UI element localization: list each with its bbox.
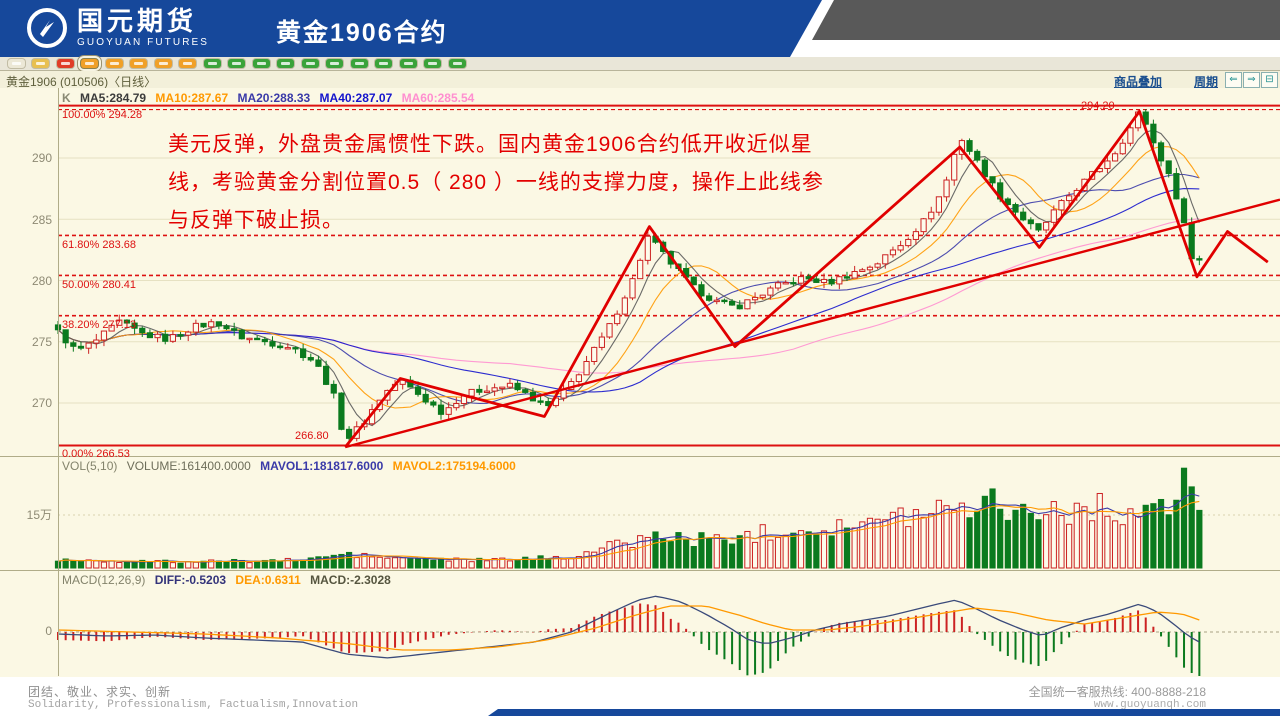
scroll-left-button[interactable]: ⇐ bbox=[1225, 72, 1242, 88]
dea-value: DEA:0.6311 bbox=[235, 573, 301, 587]
motto-en: Solidarity, Professionalism, Factualism,… bbox=[28, 699, 359, 711]
swing-high-mark: 294.20 bbox=[1081, 100, 1115, 112]
tool-green-10-icon[interactable] bbox=[424, 59, 441, 68]
overlay-link[interactable]: 商品叠加 bbox=[1113, 75, 1162, 89]
y-axis-divider bbox=[58, 88, 59, 676]
motto-cn: 团结、敬业、求实、创新 bbox=[28, 685, 172, 699]
scroll-right-button[interactable]: ⇒ bbox=[1243, 72, 1260, 88]
fib-label-0: 0.00% 266.53 bbox=[62, 448, 130, 460]
link-icon[interactable] bbox=[7, 59, 25, 68]
guoyuan-logo-icon bbox=[27, 8, 67, 48]
ma40-value: MA40:287.07 bbox=[319, 91, 393, 105]
hotline: 全国统一客服热线: 400-8888-218 bbox=[1028, 685, 1206, 699]
fib-label-382: 38.20% 277.13 bbox=[62, 319, 137, 331]
compress-button[interactable]: ⊟ bbox=[1261, 72, 1278, 88]
annotation-line-1: 美元反弹，外盘贵金属惯性下跌。国内黄金1906合约低开收近似星 bbox=[168, 133, 813, 156]
footer-blue-strip bbox=[488, 709, 1280, 716]
fib-label-500: 50.00% 280.41 bbox=[62, 279, 137, 291]
kline-indicator-header: K MA5:284.79 MA10:287.67 MA20:288.33 MA4… bbox=[62, 91, 480, 105]
volume-chart[interactable] bbox=[0, 456, 1280, 570]
header-banner: 国元期货 GUOYUAN FUTURES 黄金1906合约 bbox=[0, 0, 1280, 57]
tool-green-6-icon[interactable] bbox=[326, 59, 343, 68]
brand-name-cn: 国元期货 bbox=[77, 6, 198, 36]
diff-value: DIFF:-0.5203 bbox=[154, 573, 227, 587]
brand-name-en: GUOYUAN FUTURES bbox=[77, 37, 210, 48]
header-gray-band bbox=[812, 0, 1280, 40]
chart-title-bar: 黄金1906 (010506)〈日线〉 商品叠加 周期 ⇐ ⇒ ⊟ bbox=[0, 71, 1280, 89]
tool-orange-2-icon[interactable] bbox=[130, 59, 147, 68]
palette-icon[interactable] bbox=[32, 59, 49, 68]
candlestick-chart[interactable] bbox=[0, 88, 1280, 456]
volume-axis-tick: 15万 bbox=[26, 508, 52, 522]
macd-axis-tick: 0 bbox=[45, 624, 52, 638]
period-link[interactable]: 周期 bbox=[1193, 75, 1218, 89]
tool-orange-3-icon[interactable] bbox=[154, 59, 172, 68]
tool-orange-4-icon[interactable] bbox=[179, 59, 196, 68]
price-tick-285: 285 bbox=[31, 213, 52, 227]
brand-logo: 国元期货 GUOYUAN FUTURES bbox=[26, 7, 209, 49]
mavol2-value: MAVOL2:175194.6000 bbox=[392, 459, 516, 473]
volume-indicator-header: VOL(5,10) VOLUME:161400.0000 MAVOL1:1818… bbox=[62, 459, 522, 473]
fib-label-100: 100.00% 294.28 bbox=[62, 109, 143, 121]
ma20-value: MA20:288.33 bbox=[237, 91, 311, 105]
k-label: K bbox=[62, 91, 71, 105]
quote-icon[interactable] bbox=[56, 59, 74, 68]
tool-green-5-icon[interactable] bbox=[301, 59, 319, 68]
macd-value: MACD:-2.3028 bbox=[310, 573, 391, 587]
tool-green-1-icon[interactable] bbox=[203, 59, 221, 68]
annotation-line-2: 线，考验黄金分割位置0.5（ 280 ）一线的支撑力度，操作上此线参 bbox=[168, 171, 824, 194]
tool-green-9-icon[interactable] bbox=[399, 59, 417, 68]
ma10-value: MA10:287.67 bbox=[155, 91, 229, 105]
swing-low-mark: 266.80 bbox=[295, 430, 329, 442]
tool-green-3-icon[interactable] bbox=[252, 59, 270, 68]
vol-value: VOLUME:161400.0000 bbox=[126, 459, 251, 473]
annotation-line-3: 与反弹下破止损。 bbox=[168, 209, 344, 232]
price-tick-270: 270 bbox=[31, 396, 52, 410]
tool-green-8-icon[interactable] bbox=[375, 59, 392, 68]
price-tick-275: 275 bbox=[31, 335, 52, 349]
fib-label-618: 61.80% 283.68 bbox=[62, 239, 137, 251]
chart-nav-buttons: ⇐ ⇒ ⊟ bbox=[1224, 72, 1278, 88]
page-title: 黄金1906合约 bbox=[276, 19, 448, 47]
macd-name: MACD(12,26,9) bbox=[62, 573, 146, 587]
vol-name: VOL(5,10) bbox=[62, 459, 118, 473]
website: www.guoyuanqh.com bbox=[1093, 699, 1206, 711]
instrument-label: 黄金1906 (010506)〈日线〉 bbox=[6, 75, 157, 89]
tool-orange-1-icon[interactable] bbox=[105, 59, 123, 68]
macd-indicator-header: MACD(12,26,9) DIFF:-0.5203 DEA:0.6311 MA… bbox=[62, 573, 397, 587]
tool-green-11-icon[interactable] bbox=[448, 59, 466, 68]
mavol1-value: MAVOL1:181817.6000 bbox=[260, 459, 384, 473]
kline-icon[interactable] bbox=[81, 59, 98, 68]
macd-chart[interactable] bbox=[0, 570, 1280, 676]
toolbar bbox=[0, 57, 1280, 71]
ma5-value: MA5:284.79 bbox=[80, 91, 147, 105]
tool-green-7-icon[interactable] bbox=[350, 59, 368, 68]
analyst-annotation: 美元反弹，外盘贵金属惯性下跌。国内黄金1906合约低开收近似星 线，考验黄金分割… bbox=[168, 126, 824, 240]
tool-green-2-icon[interactable] bbox=[228, 59, 245, 68]
price-tick-280: 280 bbox=[31, 274, 52, 288]
header-blue-band bbox=[0, 0, 822, 57]
tool-green-4-icon[interactable] bbox=[277, 59, 294, 68]
footer: 团结、敬业、求实、创新 Solidarity, Professionalism,… bbox=[0, 677, 1280, 720]
ma60-value: MA60:285.54 bbox=[401, 91, 475, 105]
price-tick-290: 290 bbox=[31, 151, 52, 165]
